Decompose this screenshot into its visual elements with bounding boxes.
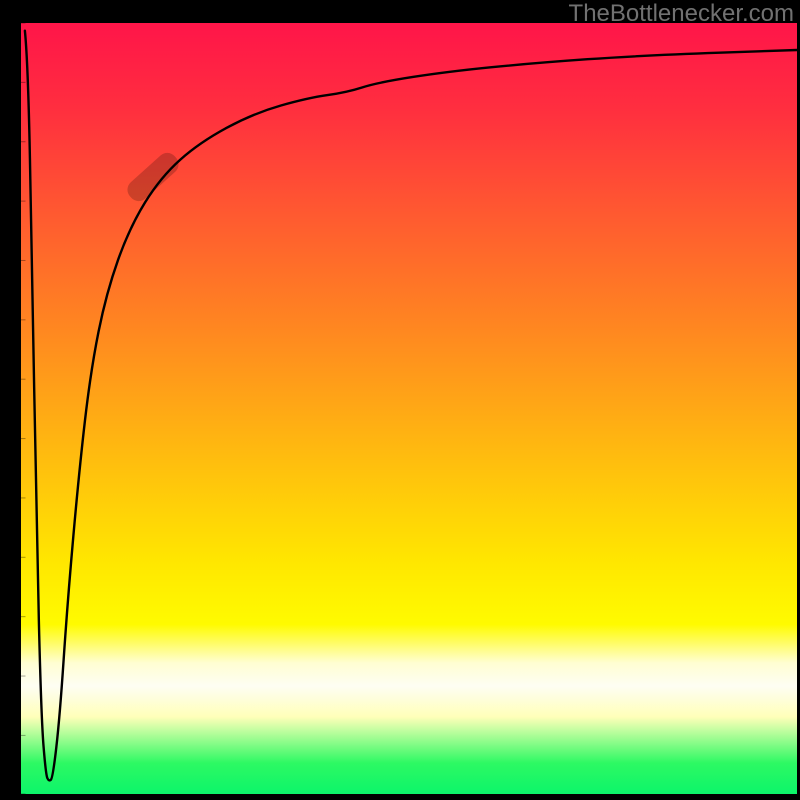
plot-background <box>21 23 797 794</box>
watermark-text: TheBottlenecker.com <box>569 0 794 28</box>
chart-container: TheBottlenecker.com <box>0 0 800 800</box>
chart-svg <box>0 0 800 800</box>
